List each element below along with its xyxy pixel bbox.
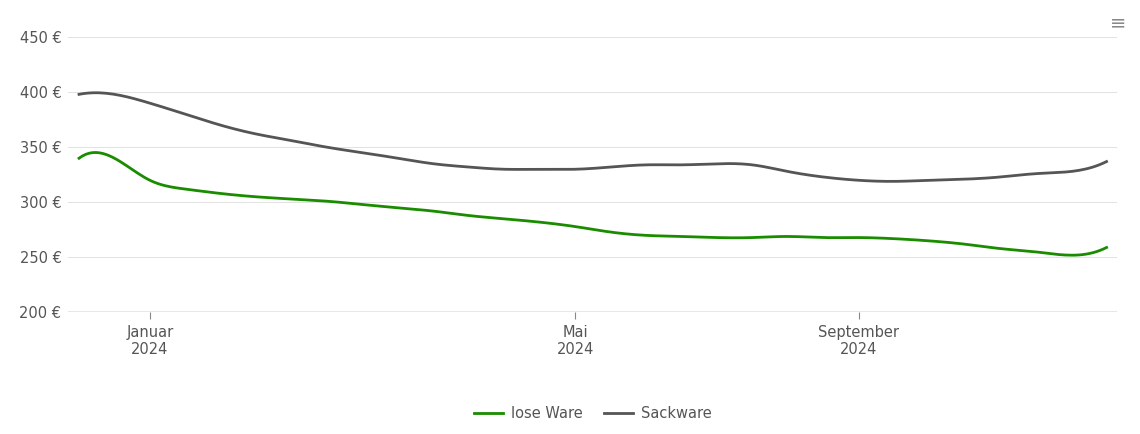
- lose Ware: [942, 240, 955, 245]
- Sackware: [684, 162, 698, 167]
- lose Ware: [684, 234, 698, 240]
- Sackware: [89, 90, 103, 95]
- Sackware: [884, 179, 897, 184]
- lose Ware: [687, 234, 701, 240]
- Sackware: [1100, 159, 1114, 164]
- lose Ware: [1100, 245, 1114, 250]
- lose Ware: [1007, 247, 1020, 253]
- Sackware: [705, 161, 718, 167]
- Text: ≡: ≡: [1110, 13, 1126, 32]
- Sackware: [687, 162, 701, 167]
- lose Ware: [75, 153, 89, 158]
- lose Ware: [72, 156, 86, 161]
- Sackware: [945, 177, 959, 182]
- Line: lose Ware: lose Ware: [79, 152, 1107, 255]
- Line: Sackware: Sackware: [79, 93, 1107, 181]
- Sackware: [1010, 173, 1024, 178]
- Legend: lose Ware, Sackware: lose Ware, Sackware: [469, 400, 717, 427]
- Sackware: [72, 92, 86, 97]
- lose Ware: [89, 150, 103, 155]
- Sackware: [75, 91, 89, 96]
- lose Ware: [705, 235, 718, 240]
- lose Ware: [1066, 253, 1080, 258]
